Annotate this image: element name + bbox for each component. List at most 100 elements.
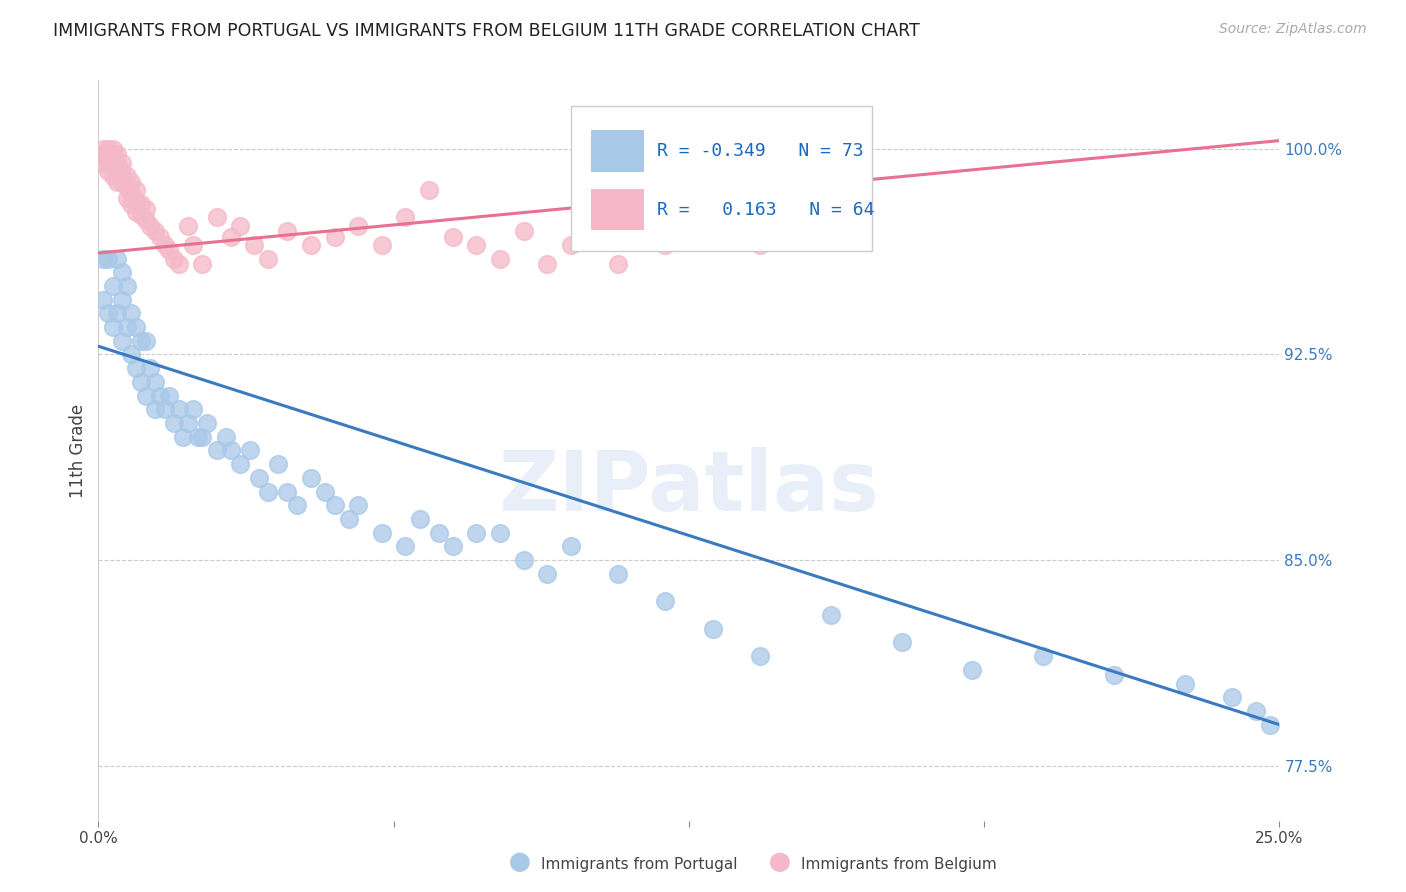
Point	[91, 293, 114, 307]
Point	[276, 224, 298, 238]
Point	[441, 540, 464, 554]
Point	[143, 375, 166, 389]
Point	[441, 229, 464, 244]
Point	[489, 252, 512, 266]
Point	[219, 443, 242, 458]
Point	[129, 375, 152, 389]
Point	[177, 219, 200, 233]
Point	[247, 471, 270, 485]
Point	[536, 566, 558, 581]
Point	[191, 430, 214, 444]
Point	[157, 389, 180, 403]
Point	[820, 607, 842, 622]
Point	[111, 334, 134, 348]
Point	[215, 430, 238, 444]
Point	[125, 194, 148, 208]
Point	[205, 443, 228, 458]
Point	[607, 566, 630, 581]
Point	[607, 257, 630, 271]
Point	[512, 224, 534, 238]
Point	[129, 334, 152, 348]
Point	[583, 196, 606, 211]
Text: ⬤: ⬤	[509, 853, 531, 872]
Point	[101, 279, 124, 293]
Point	[371, 525, 394, 540]
Text: IMMIGRANTS FROM PORTUGAL VS IMMIGRANTS FROM BELGIUM 11TH GRADE CORRELATION CHART: IMMIGRANTS FROM PORTUGAL VS IMMIGRANTS F…	[53, 22, 920, 40]
Point	[111, 293, 134, 307]
Point	[229, 219, 252, 233]
Point	[337, 512, 360, 526]
Point	[371, 237, 394, 252]
Point	[101, 153, 124, 167]
Point	[121, 186, 143, 200]
Point	[702, 622, 724, 636]
Text: ⬤: ⬤	[769, 853, 792, 872]
Point	[465, 237, 488, 252]
Point	[465, 525, 488, 540]
Point	[418, 183, 440, 197]
Point	[121, 196, 143, 211]
Point	[1102, 668, 1125, 682]
Point	[125, 205, 148, 219]
Point	[125, 361, 148, 376]
Bar	[591, 189, 644, 230]
Point	[177, 416, 200, 430]
Point	[105, 306, 128, 320]
Point	[1220, 690, 1243, 705]
Point	[163, 252, 186, 266]
Point	[1032, 649, 1054, 664]
FancyBboxPatch shape	[571, 106, 872, 251]
Point	[962, 663, 984, 677]
Point	[135, 389, 157, 403]
Point	[97, 142, 120, 156]
Point	[347, 219, 370, 233]
Point	[489, 525, 512, 540]
Point	[167, 257, 190, 271]
Point	[149, 229, 172, 244]
Text: ZIPatlas: ZIPatlas	[499, 447, 879, 528]
Point	[1244, 704, 1267, 718]
Point	[91, 155, 114, 169]
Point	[101, 169, 124, 184]
Point	[257, 484, 280, 499]
Point	[101, 147, 124, 161]
Point	[323, 229, 346, 244]
Y-axis label: 11th Grade: 11th Grade	[69, 403, 87, 498]
Point	[512, 553, 534, 567]
Point	[97, 252, 120, 266]
Point	[115, 320, 138, 334]
Point	[97, 155, 120, 169]
Point	[153, 237, 176, 252]
Point	[890, 635, 912, 649]
Point	[97, 147, 120, 161]
Point	[181, 402, 204, 417]
Point	[1258, 717, 1281, 731]
Point	[115, 191, 138, 205]
Point	[267, 457, 290, 471]
Text: R = -0.349   N = 73: R = -0.349 N = 73	[657, 142, 863, 160]
Text: Immigrants from Portugal: Immigrants from Portugal	[541, 857, 738, 872]
Point	[121, 175, 143, 189]
Point	[167, 402, 190, 417]
Point	[121, 347, 143, 361]
Text: Source: ZipAtlas.com: Source: ZipAtlas.com	[1219, 22, 1367, 37]
Point	[299, 237, 322, 252]
Point	[143, 402, 166, 417]
Point	[427, 525, 450, 540]
Point	[91, 142, 114, 156]
Point	[101, 158, 124, 172]
Text: R =   0.163   N = 64: R = 0.163 N = 64	[657, 201, 875, 219]
Point	[243, 237, 266, 252]
Point	[347, 498, 370, 512]
Point	[239, 443, 262, 458]
Point	[157, 244, 180, 258]
Point	[115, 180, 138, 194]
Point	[172, 430, 194, 444]
Bar	[591, 130, 644, 171]
Point	[143, 224, 166, 238]
Point	[394, 211, 416, 225]
Point	[748, 237, 770, 252]
Point	[560, 540, 582, 554]
Point	[101, 320, 124, 334]
Point	[149, 389, 172, 403]
